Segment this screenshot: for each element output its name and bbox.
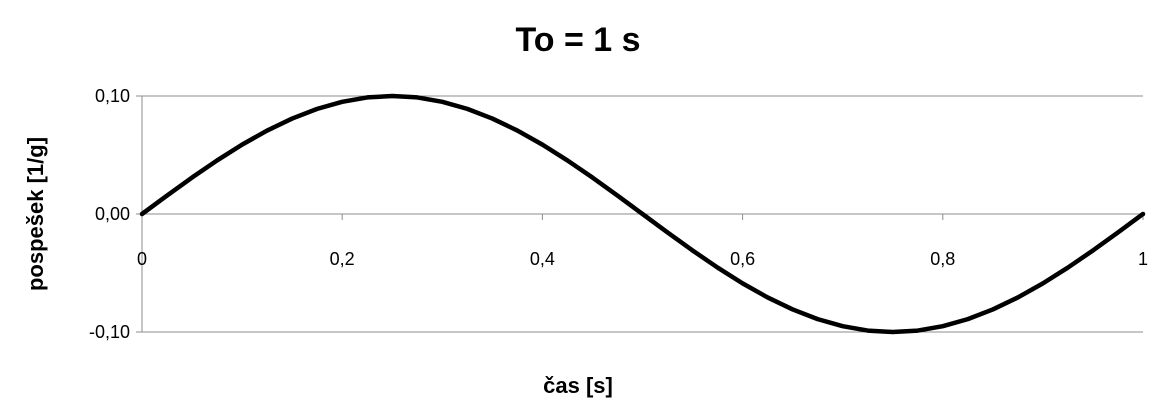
x-axis-label: čas [s] — [543, 373, 613, 398]
y-tick-label-2: -0,10 — [89, 322, 130, 342]
x-tick-label-1: 0,2 — [330, 249, 355, 269]
series-line-0 — [139, 93, 1146, 335]
x-tick-label-0: 0 — [137, 249, 147, 269]
y-tick-label-1: 0,00 — [95, 204, 130, 224]
x-tick-label-3: 0,6 — [730, 249, 755, 269]
x-tick-label-4: 0,8 — [930, 249, 955, 269]
chart-title: To = 1 s — [515, 21, 640, 59]
series-layer — [139, 93, 1146, 335]
tick-labels: 0,10 0,00 -0,10 0 0,2 0,4 0,6 0,8 1 — [89, 86, 1148, 342]
y-axis-label: pospešek [1/g] — [23, 137, 48, 291]
x-tick-label-5: 1 — [1138, 249, 1148, 269]
x-tick-label-2: 0,4 — [530, 249, 555, 269]
y-tick-label-0: 0,10 — [95, 86, 130, 106]
